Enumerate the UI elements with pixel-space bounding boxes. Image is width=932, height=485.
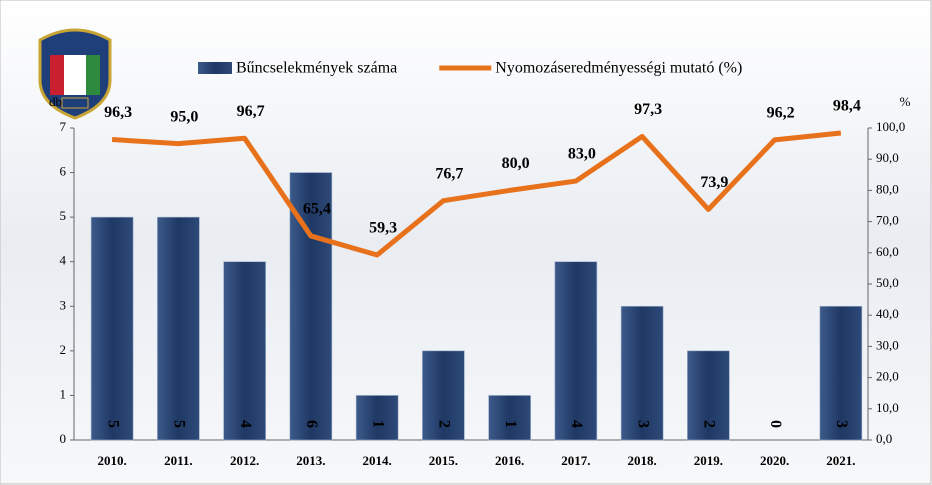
y2-tick-label: 40,0 [876, 306, 899, 321]
bar-value-label: 2 [701, 420, 718, 428]
line-value-label: 96,7 [237, 103, 265, 120]
y2-tick-label: 30,0 [876, 337, 899, 352]
bar [819, 305, 863, 441]
y-tick-label: 6 [60, 164, 67, 179]
x-tick-label: 2016. [495, 453, 524, 468]
line-value-label: 65,4 [303, 201, 331, 218]
y2-tick-label: 50,0 [876, 275, 899, 290]
y-tick-label: 4 [60, 253, 67, 268]
y2-tick-label: 90,0 [876, 150, 899, 165]
bar [488, 395, 531, 441]
bar-value-label: 1 [502, 420, 519, 428]
x-tick-label: 2015. [429, 453, 458, 468]
x-tick-label: 2021. [826, 453, 855, 468]
bar-value-label: 1 [369, 420, 386, 428]
bar [422, 350, 465, 441]
bar [554, 261, 598, 441]
x-tick-label: 2014. [363, 453, 392, 468]
bar [223, 261, 266, 441]
line-value-label: 97,3 [634, 101, 662, 118]
bar-value-label: 5 [104, 420, 121, 428]
bar [620, 305, 664, 441]
x-tick-label: 2012. [230, 453, 259, 468]
x-tick-label: 2017. [561, 453, 590, 468]
line-value-label: 80,0 [502, 155, 530, 172]
y2-tick-label: 20,0 [876, 369, 899, 384]
line-value-label: 59,3 [369, 220, 397, 237]
x-tick-label: 2010. [98, 453, 127, 468]
line-value-label: 96,3 [104, 104, 132, 121]
y2-tick-label: 10,0 [876, 400, 899, 415]
y2-tick-label: 70,0 [876, 213, 899, 228]
x-tick-label: 2013. [296, 453, 325, 468]
bar-value-label: 6 [303, 420, 320, 428]
y2-tick-label: 60,0 [876, 244, 899, 259]
line-value-label: 98,4 [833, 98, 861, 115]
bar [687, 350, 730, 441]
y-tick-label: 5 [60, 208, 67, 223]
police-logo [38, 28, 112, 120]
y2-tick-label: 0,0 [876, 431, 892, 446]
y2-tick-label: 80,0 [876, 181, 899, 196]
bar-value-label: 2 [436, 420, 453, 428]
line-value-label: 95,0 [170, 108, 198, 125]
bar [355, 395, 399, 441]
line-value-label: 76,7 [435, 165, 463, 182]
line-value-label: 96,2 [767, 105, 795, 122]
y-tick-label: 1 [60, 386, 67, 401]
y-tick-label: 0 [60, 431, 67, 446]
x-tick-label: 2018. [628, 453, 657, 468]
x-tick-label: 2019. [694, 453, 723, 468]
bar [157, 216, 200, 441]
line [111, 130, 842, 258]
y2-tick-label: 100,0 [876, 119, 905, 134]
bar-value-label: 3 [833, 420, 850, 428]
bar [90, 216, 134, 441]
x-tick-label: 2011. [164, 453, 193, 468]
legend-label: Bűncselekmények száma [236, 60, 397, 77]
bar-value-label: 5 [171, 420, 188, 428]
legend-swatch [198, 62, 232, 74]
y-tick-label: 3 [60, 297, 67, 312]
y-tick-label: 7 [60, 119, 67, 134]
legend-label: Nyomozáseredményességi mutató (%) [495, 60, 742, 77]
bar-value-label: 4 [568, 420, 585, 428]
y2-axis-title: % [900, 94, 911, 109]
bar-value-label: 3 [634, 420, 651, 428]
bar-value-label: 4 [237, 420, 254, 428]
x-tick-label: 2020. [760, 453, 789, 468]
line-value-label: 73,9 [700, 174, 728, 191]
bar-value-label: 0 [767, 420, 784, 428]
y-tick-label: 2 [60, 342, 67, 357]
y-axis-title: db [49, 94, 62, 109]
line-value-label: 83,0 [568, 146, 596, 163]
